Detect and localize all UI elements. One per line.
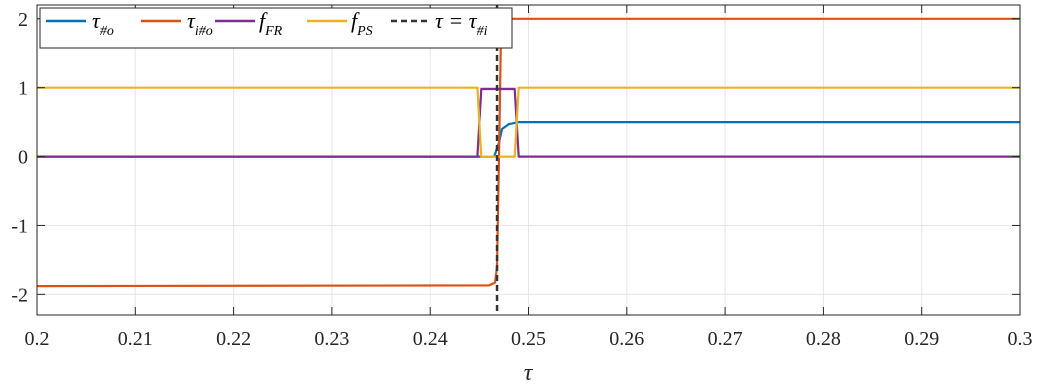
legend-label-3: fPS [351, 8, 373, 39]
x-tick-labels: 0.2 0.21 0.22 0.23 0.24 0.25 0.26 0.27 0.28 0.29 0… [25, 328, 1033, 350]
x-tick-label: 0.3 [1008, 328, 1033, 350]
x-tick-label: 0.25 [511, 328, 546, 350]
y-tick-labels: 2 1 0 -1 -2 [11, 9, 28, 307]
legend: τ#o τi#o fFR fPS τ = τ#i [39, 7, 513, 49]
x-tick-label: 0.26 [609, 328, 644, 350]
legend-label-2: fFR [259, 8, 283, 39]
x-tick-label: 0.22 [216, 328, 251, 350]
legend-box [39, 7, 513, 49]
legend-label-4: τ = τ#i [435, 8, 488, 39]
x-tick-label: 0.23 [314, 328, 349, 350]
x-tick-label: 0.28 [806, 328, 841, 350]
y-tick-label: -2 [11, 284, 28, 306]
legend-label-0: τ#o [92, 8, 114, 39]
x-tick-label: 0.29 [904, 328, 939, 350]
y-tick-label: 1 [18, 78, 28, 100]
x-tick-label: 0.21 [118, 328, 153, 350]
legend-label-1: τi#o [187, 8, 213, 39]
x-tick-label: 0.2 [25, 328, 50, 350]
x-tick-label: 0.27 [708, 328, 743, 350]
x-tick-label: 0.24 [413, 328, 448, 350]
y-tick-label: 2 [18, 9, 28, 31]
y-tick-label: -1 [11, 215, 28, 237]
x-axis-label: τ [524, 360, 534, 386]
y-tick-label: 0 [18, 147, 28, 169]
